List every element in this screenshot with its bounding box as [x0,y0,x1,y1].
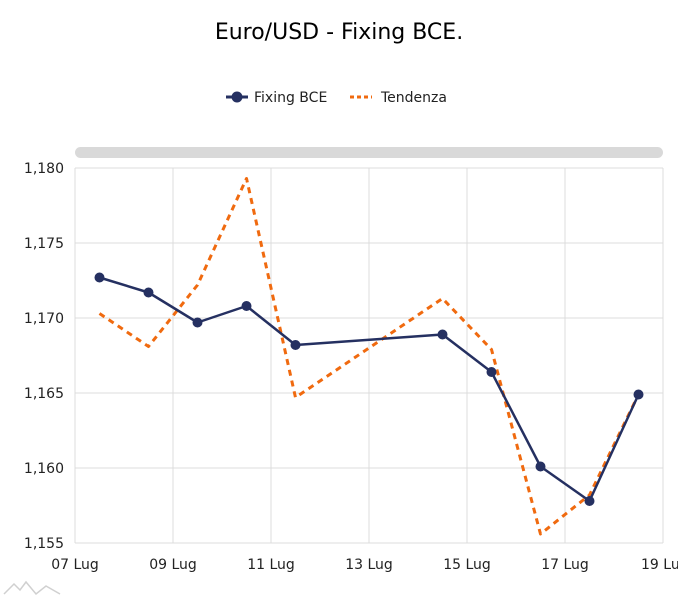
x-tick-label: 15 Lug [443,557,491,573]
legend-item-fixing-bce[interactable]: Fixing BCE [226,90,327,106]
y-tick-label: 1,160 [24,461,64,477]
chart-title: Euro/USD - Fixing BCE. [215,20,463,45]
series-fixing-bce [94,272,644,506]
legend-item-tendenza[interactable]: Tendenza [350,90,447,106]
y-tick-label: 1,170 [24,311,64,327]
x-tick-label: 17 Lug [541,557,589,573]
y-axis-ticks: 1,155 1,160 1,165 1,170 1,175 1,180 [24,161,64,552]
legend-marker [231,91,243,103]
y-tick-label: 1,155 [24,536,64,552]
legend: Fixing BCE Tendenza [226,90,447,106]
data-point[interactable] [241,301,252,311]
y-tick-label: 1,175 [24,236,64,252]
scrollbar[interactable] [75,147,663,158]
grid [74,167,664,544]
mountain-logo-icon [3,580,61,596]
series-tendenza [98,177,640,536]
y-tick-label: 1,165 [24,386,64,402]
data-point[interactable] [290,340,301,350]
y-tick-label: 1,180 [24,161,64,177]
data-point[interactable] [633,389,644,400]
series-line [99,276,640,503]
x-tick-label: 13 Lug [345,557,393,573]
data-point[interactable] [584,496,595,506]
data-point[interactable] [94,272,105,283]
data-point[interactable] [437,329,448,340]
x-tick-label: 09 Lug [149,557,197,573]
data-point[interactable] [535,461,546,472]
x-axis-ticks: 07 Lug 09 Lug 11 Lug 13 Lug 15 Lug 17 Lug 19 L… [51,557,678,573]
x-tick-label: 07 Lug [51,557,99,573]
x-tick-label: 11 Lug [247,557,295,573]
data-point[interactable] [486,367,497,377]
legend-label: Tendenza [380,90,447,106]
legend-label: Fixing BCE [254,90,327,106]
data-point[interactable] [192,317,203,328]
series-line [98,177,640,536]
data-point[interactable] [143,287,154,298]
x-tick-label: 19 Lu [641,557,678,573]
series-layer [94,177,644,536]
